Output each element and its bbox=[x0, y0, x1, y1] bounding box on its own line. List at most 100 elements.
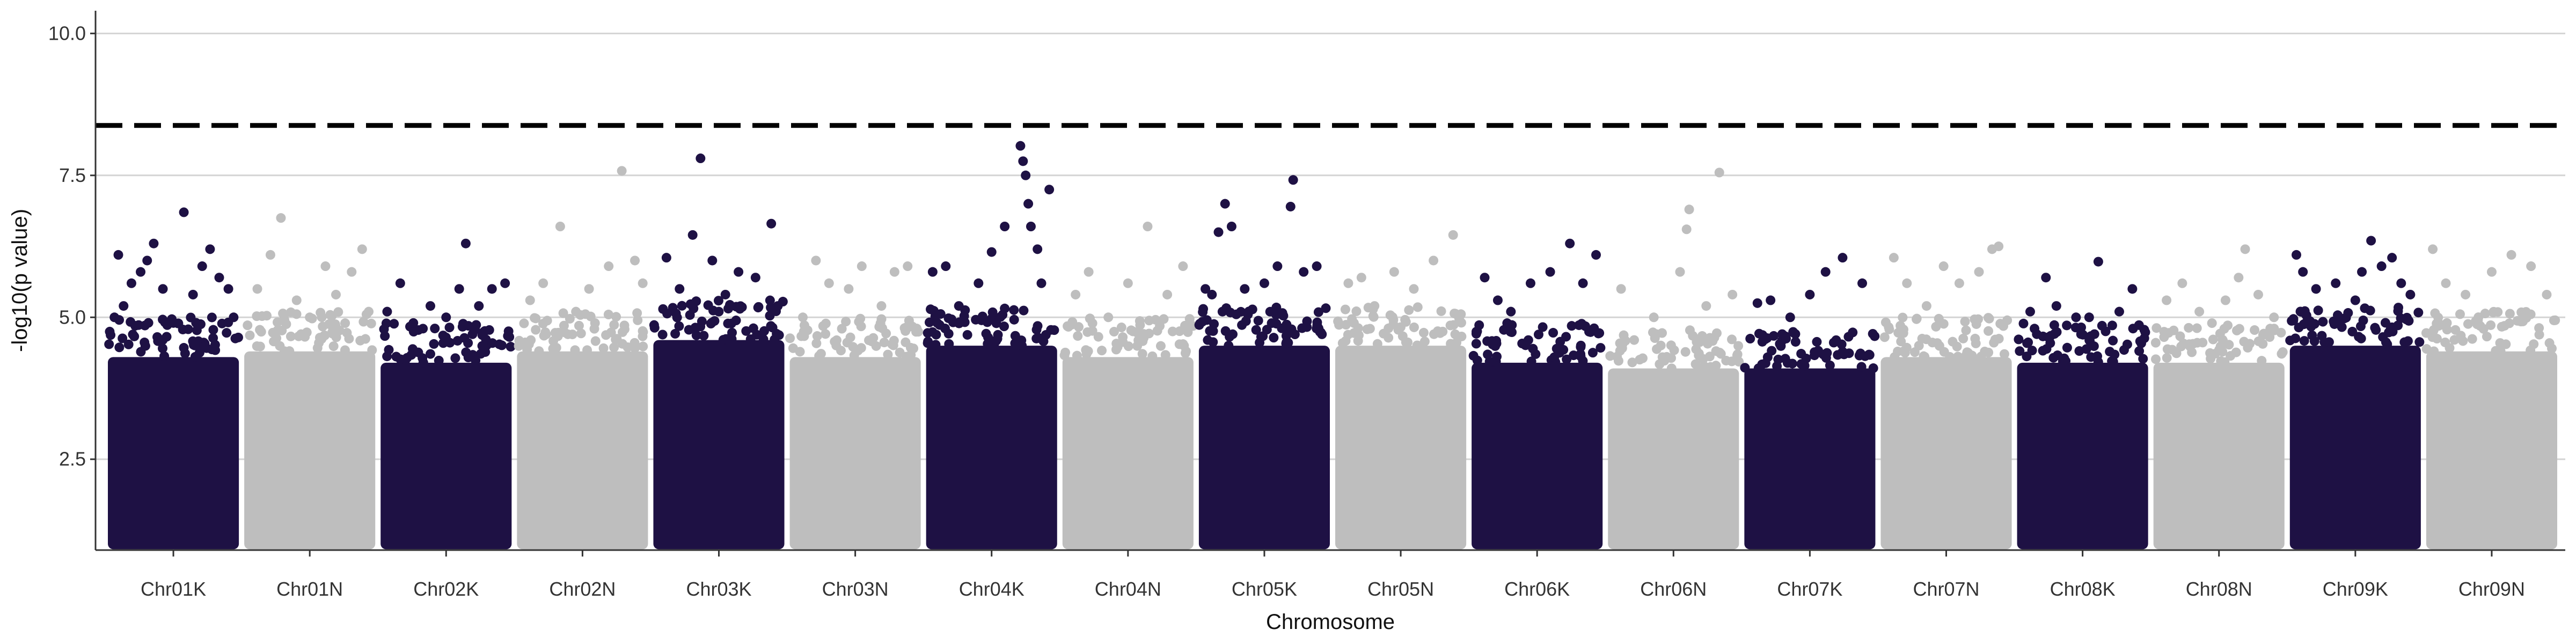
fringe-point bbox=[1796, 359, 1806, 369]
fringe-point bbox=[1224, 341, 1234, 351]
fringe-point bbox=[438, 331, 448, 341]
data-point bbox=[1766, 295, 1776, 305]
fringe-point bbox=[1721, 355, 1731, 365]
fringe-point bbox=[195, 319, 206, 330]
data-point bbox=[2298, 267, 2308, 277]
data-points bbox=[104, 141, 2560, 374]
fringe-point bbox=[143, 318, 153, 328]
fringe-point bbox=[2505, 309, 2515, 319]
fringe-point bbox=[2496, 346, 2506, 356]
bulk-points-Chr03K bbox=[653, 340, 785, 550]
fringe-point bbox=[2108, 335, 2118, 346]
x-tick-label: Chr07N bbox=[1913, 578, 1979, 600]
fringe-point bbox=[874, 321, 884, 332]
fringe-point bbox=[1174, 339, 1184, 349]
bulk-points-Chr06K bbox=[1472, 362, 1603, 550]
data-point bbox=[1820, 267, 1831, 277]
x-tick-label: Chr02N bbox=[549, 578, 616, 600]
fringe-point bbox=[2207, 318, 2217, 328]
fringe-point bbox=[849, 350, 859, 361]
data-point bbox=[205, 244, 215, 254]
fringe-point bbox=[999, 321, 1009, 332]
fringe-point bbox=[1017, 341, 1027, 351]
fringe-point bbox=[1167, 326, 1177, 336]
fringe-point bbox=[479, 327, 489, 337]
fringe-point bbox=[670, 328, 680, 339]
fringe-point bbox=[1225, 332, 1235, 342]
data-point bbox=[1299, 267, 1309, 277]
fringe-point bbox=[1868, 328, 1878, 339]
data-point bbox=[2162, 295, 2172, 305]
fringe-point bbox=[1073, 331, 1083, 341]
data-point bbox=[675, 284, 685, 294]
data-point bbox=[2071, 312, 2081, 323]
fringe-point bbox=[2122, 339, 2132, 349]
data-point bbox=[347, 267, 357, 277]
fringe-point bbox=[1567, 321, 1577, 331]
data-point bbox=[986, 247, 997, 257]
data-point bbox=[1994, 241, 2004, 252]
x-tick-label: Chr05K bbox=[1232, 578, 1297, 600]
fringe-point bbox=[662, 309, 672, 319]
fringe-point bbox=[1049, 325, 1059, 335]
fringe-point bbox=[1769, 331, 1779, 341]
x-tick-label: Chr08N bbox=[2186, 578, 2252, 600]
fringe-point bbox=[2358, 315, 2368, 325]
fringe-point bbox=[1740, 363, 1750, 373]
fringe-point bbox=[1269, 333, 1279, 343]
fringe-point bbox=[2430, 308, 2440, 318]
fringe-point bbox=[208, 333, 218, 343]
fringe-point bbox=[603, 310, 613, 320]
fringe-point bbox=[1843, 332, 1854, 342]
fringe-point bbox=[721, 334, 731, 344]
x-tick-label: Chr06N bbox=[1640, 578, 1707, 600]
data-point bbox=[2269, 312, 2279, 323]
data-point bbox=[1370, 301, 1380, 311]
fringe-point bbox=[1666, 363, 1677, 374]
fringe-point bbox=[558, 308, 568, 318]
data-point bbox=[1838, 253, 1848, 263]
fringe-point bbox=[981, 328, 991, 339]
fringe-point bbox=[342, 328, 352, 338]
fringe-point bbox=[2421, 328, 2431, 338]
fringe-point bbox=[320, 330, 330, 340]
fringe-point bbox=[657, 330, 668, 340]
fringe-point bbox=[157, 343, 167, 354]
fringe-point bbox=[1868, 363, 1878, 374]
bulk-points-Chr05N bbox=[1335, 346, 1467, 550]
data-point bbox=[1356, 273, 1366, 283]
data-point bbox=[2428, 244, 2438, 254]
fringe-point bbox=[312, 343, 323, 353]
data-point bbox=[126, 278, 136, 288]
fringe-point bbox=[268, 327, 278, 338]
fringe-point bbox=[261, 311, 272, 321]
data-point bbox=[474, 301, 484, 311]
data-point bbox=[1480, 273, 1490, 283]
fringe-point bbox=[1733, 341, 1744, 351]
fringe-point bbox=[2467, 334, 2477, 344]
fringe-point bbox=[1909, 347, 1920, 357]
fringe-point bbox=[2150, 338, 2161, 348]
fringe-point bbox=[2184, 323, 2194, 333]
data-point bbox=[1591, 250, 1601, 260]
fringe-point bbox=[1745, 334, 1755, 344]
fringe-point bbox=[1368, 312, 1379, 322]
fringe-point bbox=[2162, 353, 2172, 363]
fringe-point bbox=[1160, 350, 1170, 360]
fringe-point bbox=[1526, 356, 1536, 367]
data-point bbox=[1023, 199, 1034, 209]
fringe-point bbox=[1082, 327, 1093, 337]
fringe-point bbox=[868, 333, 879, 343]
data-point bbox=[441, 312, 451, 323]
data-point bbox=[525, 295, 535, 305]
data-point bbox=[2486, 267, 2497, 277]
fringe-point bbox=[1265, 306, 1275, 317]
fringe-point bbox=[2022, 338, 2032, 348]
fringe-point bbox=[2101, 326, 2111, 336]
fringe-point bbox=[140, 341, 150, 351]
fringe-point bbox=[275, 341, 285, 351]
data-point bbox=[638, 278, 648, 288]
fringe-point bbox=[233, 332, 243, 342]
fringe-point bbox=[1650, 333, 1660, 343]
fringe-point bbox=[1594, 328, 1605, 338]
